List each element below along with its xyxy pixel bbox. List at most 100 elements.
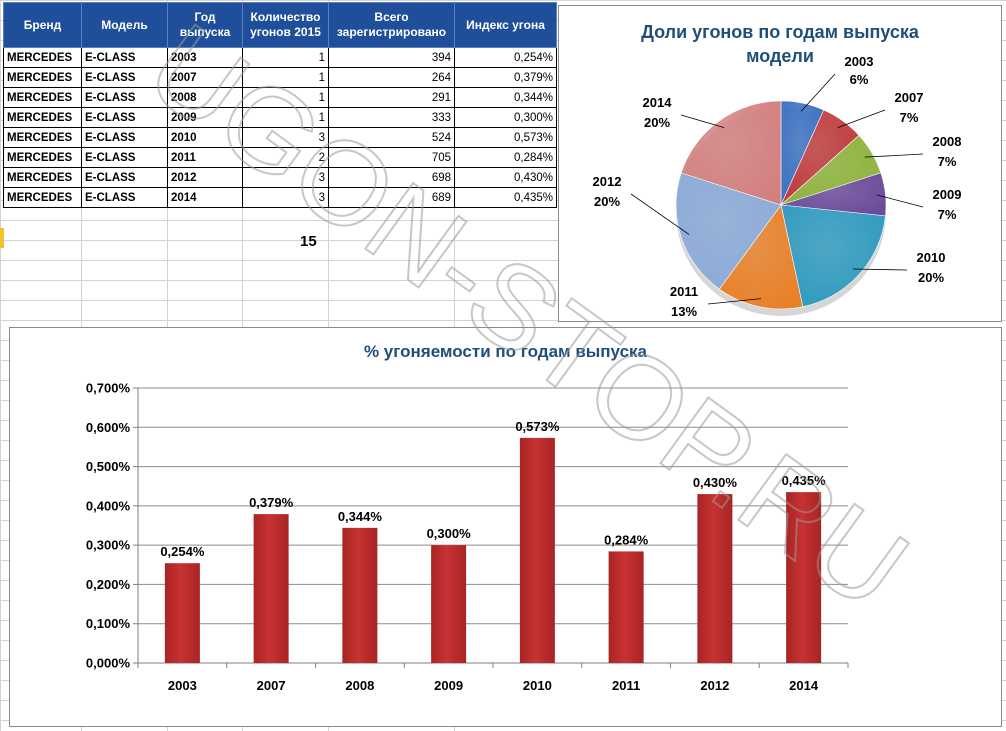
bar-2010[interactable]: [519, 437, 555, 663]
brand-cell[interactable]: MERCEDES: [3, 47, 82, 68]
pie-percent-label: 7%: [900, 110, 919, 125]
bar-2007[interactable]: [253, 514, 289, 663]
brand-cell[interactable]: MERCEDES: [3, 147, 82, 168]
index-cell[interactable]: 0,430%: [454, 167, 557, 188]
header-year[interactable]: Год выпуска: [167, 2, 243, 48]
header-thefts[interactable]: Количество угонов 2015: [242, 2, 329, 48]
bar-value-label: 0,254%: [160, 544, 205, 559]
bar-2012[interactable]: [697, 494, 733, 663]
model-cell[interactable]: E-CLASS: [81, 167, 168, 188]
thefts-cell[interactable]: 3: [242, 127, 329, 148]
pie-leader-line: [837, 109, 886, 128]
brand-cell[interactable]: MERCEDES: [3, 87, 82, 108]
pie-leader-line: [630, 193, 690, 235]
index-cell[interactable]: 0,254%: [454, 47, 557, 68]
x-tick-label: 2010: [523, 678, 552, 693]
bar-2014[interactable]: [786, 492, 822, 663]
year-cell[interactable]: 2011: [167, 147, 243, 168]
pie-percent-label: 20%: [918, 270, 944, 285]
table-row[interactable]: MERCEDES E-CLASS 2011 2 705 0,284%: [3, 147, 557, 168]
model-cell[interactable]: E-CLASS: [81, 47, 168, 68]
registered-cell[interactable]: 333: [328, 107, 455, 128]
table-row[interactable]: MERCEDES E-CLASS 2010 3 524 0,573%: [3, 127, 557, 148]
header-model[interactable]: Модель: [81, 2, 168, 48]
pie-slice-2014[interactable]: [680, 100, 782, 206]
pie-leader-line: [876, 194, 924, 208]
model-cell[interactable]: E-CLASS: [81, 87, 168, 108]
year-cell[interactable]: 2003: [167, 47, 243, 68]
model-cell[interactable]: E-CLASS: [81, 147, 168, 168]
bar-chart-title: % угоняемости по годам выпуска: [363, 342, 648, 361]
table-row[interactable]: MERCEDES E-CLASS 2003 1 394 0,254%: [3, 47, 557, 68]
thefts-cell[interactable]: 2: [242, 147, 329, 168]
thefts-cell[interactable]: 1: [242, 67, 329, 88]
index-cell[interactable]: 0,379%: [454, 67, 557, 88]
table-row[interactable]: MERCEDES E-CLASS 2008 1 291 0,344%: [3, 87, 557, 108]
year-cell[interactable]: 2007: [167, 67, 243, 88]
thefts-cell[interactable]: 1: [242, 47, 329, 68]
bar-value-label: 0,344%: [338, 509, 383, 524]
bar-2008[interactable]: [342, 527, 378, 663]
table-row[interactable]: MERCEDES E-CLASS 2009 1 333 0,300%: [3, 107, 557, 128]
brand-cell[interactable]: MERCEDES: [3, 127, 82, 148]
year-cell[interactable]: 2010: [167, 127, 243, 148]
pie-percent-label: 6%: [850, 72, 869, 87]
table-row[interactable]: MERCEDES E-CLASS 2012 3 698 0,430%: [3, 167, 557, 188]
thefts-cell[interactable]: 3: [242, 187, 329, 208]
year-cell[interactable]: 2009: [167, 107, 243, 128]
table-row[interactable]: MERCEDES E-CLASS 2007 1 264 0,379%: [3, 67, 557, 88]
brand-cell[interactable]: MERCEDES: [3, 67, 82, 88]
thefts-cell[interactable]: 1: [242, 107, 329, 128]
year-cell[interactable]: 2014: [167, 187, 243, 208]
pie-category-label: 2010: [917, 250, 946, 265]
model-cell[interactable]: E-CLASS: [81, 127, 168, 148]
pie-slice-2012[interactable]: [675, 172, 782, 290]
bar-2009[interactable]: [431, 545, 467, 663]
bar-2003[interactable]: [164, 563, 200, 663]
table-row[interactable]: MERCEDES E-CLASS 2014 3 689 0,435%: [3, 187, 557, 208]
registered-cell[interactable]: 689: [328, 187, 455, 208]
registered-cell[interactable]: 291: [328, 87, 455, 108]
x-tick-label: 2012: [700, 678, 729, 693]
index-cell[interactable]: 0,300%: [454, 107, 557, 128]
registered-cell[interactable]: 524: [328, 127, 455, 148]
x-tick-label: 2014: [789, 678, 819, 693]
index-cell[interactable]: 0,344%: [454, 87, 557, 108]
header-brand[interactable]: Бренд: [3, 2, 82, 48]
y-tick-label: 0,300%: [86, 538, 131, 553]
brand-cell[interactable]: MERCEDES: [3, 107, 82, 128]
bar-chart[interactable]: % угоняемости по годам выпуска 0,000% 0,1…: [9, 327, 1002, 727]
registered-cell[interactable]: 264: [328, 67, 455, 88]
registered-cell[interactable]: 705: [328, 147, 455, 168]
model-cell[interactable]: E-CLASS: [81, 107, 168, 128]
index-cell[interactable]: 0,435%: [454, 187, 557, 208]
pie-chart[interactable]: Доли угонов по годам выпуска модели 2003…: [558, 5, 1002, 322]
header-theft-index[interactable]: Индекс угона: [454, 2, 557, 48]
year-cell[interactable]: 2012: [167, 167, 243, 188]
year-cell[interactable]: 2008: [167, 87, 243, 108]
brand-cell[interactable]: MERCEDES: [3, 187, 82, 208]
index-cell[interactable]: 0,284%: [454, 147, 557, 168]
registered-cell[interactable]: 698: [328, 167, 455, 188]
model-cell[interactable]: E-CLASS: [81, 67, 168, 88]
pie-category-label: 2012: [593, 174, 622, 189]
total-thefts-cell[interactable]: 15: [300, 233, 317, 250]
brand-cell[interactable]: MERCEDES: [3, 167, 82, 188]
pie-slice-2010[interactable]: [780, 204, 886, 308]
model-cell[interactable]: E-CLASS: [81, 187, 168, 208]
bar-value-label: 0,300%: [427, 526, 472, 541]
registered-cell[interactable]: 394: [328, 47, 455, 68]
pie-chart-svg: 2003 6% 2007 7% 2008 7% 2009 7% 2010 20% 2011 13% 20…: [593, 54, 962, 319]
thefts-cell[interactable]: 1: [242, 87, 329, 108]
pie-percent-label: 20%: [644, 115, 670, 130]
bar-value-label: 0,435%: [782, 473, 827, 488]
header-registered[interactable]: Всего зарегистрировано: [328, 2, 455, 48]
y-tick-label: 0,600%: [86, 420, 131, 435]
index-cell[interactable]: 0,573%: [454, 127, 557, 148]
thefts-cell[interactable]: 3: [242, 167, 329, 188]
pie-slice-2011[interactable]: [718, 204, 804, 310]
x-tick-label: 2008: [345, 678, 374, 693]
bar-2011[interactable]: [608, 551, 644, 663]
pie-percent-label: 7%: [938, 154, 957, 169]
pie-leader-line: [680, 114, 725, 128]
